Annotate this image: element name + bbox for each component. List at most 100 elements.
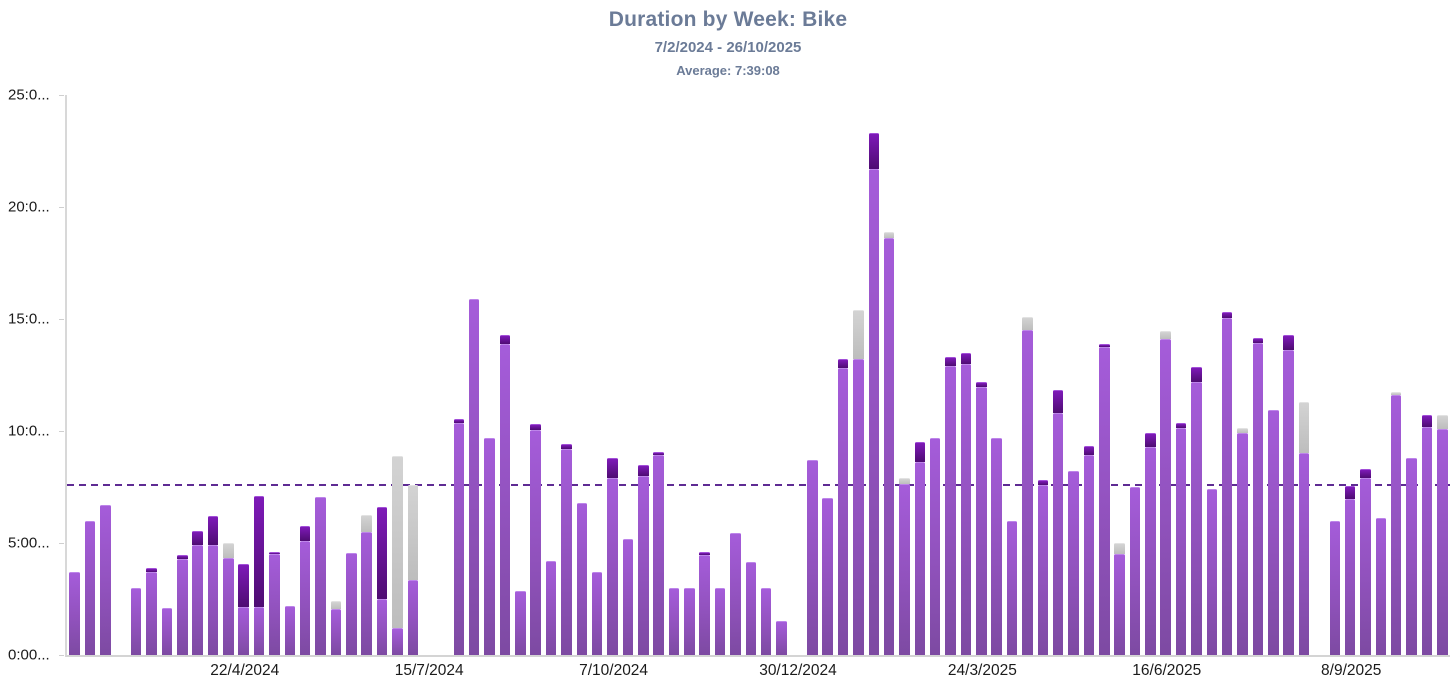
bar-week-6[interactable]: [161, 607, 173, 655]
bar-week-17[interactable]: [330, 601, 342, 655]
bar-week-16[interactable]: [315, 497, 326, 655]
bar-week-55[interactable]: [914, 442, 926, 655]
bar-week-84[interactable]: [1360, 469, 1371, 655]
bar-week-82[interactable]: [1329, 520, 1340, 655]
bar-segment-purple: [361, 531, 372, 655]
bar-week-15[interactable]: [299, 526, 311, 655]
bar-week-87[interactable]: [1406, 457, 1417, 655]
y-axis-tick: [59, 542, 64, 544]
bar-week-51[interactable]: [853, 310, 864, 655]
bar-week-33[interactable]: [576, 502, 588, 655]
bar-week-63[interactable]: [1037, 480, 1049, 655]
bar-week-56[interactable]: [929, 437, 941, 655]
bar-week-88[interactable]: [1421, 415, 1433, 655]
bar-week-70[interactable]: [1145, 433, 1156, 655]
bar-week-42[interactable]: [714, 587, 726, 655]
bar-week-4[interactable]: [130, 587, 142, 655]
bar-week-71[interactable]: [1160, 331, 1171, 655]
bar-week-60[interactable]: [991, 437, 1002, 655]
x-axis-label: 16/6/2025: [1132, 662, 1202, 679]
bar-week-21[interactable]: [392, 455, 403, 655]
bar-segment-purple: [638, 475, 649, 655]
bar-segment-gray: [883, 231, 895, 239]
bar-segment-purple: [1283, 350, 1294, 655]
bar-week-1[interactable]: [84, 520, 96, 655]
bar-segment-purple: [960, 363, 972, 655]
bar-week-89[interactable]: [1437, 415, 1448, 655]
bar-week-20[interactable]: [376, 507, 388, 655]
bar-week-40[interactable]: [684, 587, 695, 655]
bar-week-28[interactable]: [499, 334, 511, 655]
bar-week-75[interactable]: [1221, 312, 1233, 655]
bar-segment-dark-purple: [269, 551, 280, 555]
bar-week-39[interactable]: [668, 587, 680, 655]
bar-week-53[interactable]: [883, 231, 895, 655]
bar-week-9[interactable]: [207, 516, 219, 655]
bar-week-29[interactable]: [515, 591, 526, 655]
bar-week-52[interactable]: [868, 133, 879, 655]
bar-week-85[interactable]: [1375, 518, 1387, 655]
bar-segment-purple: [1298, 453, 1310, 655]
bar-week-57[interactable]: [945, 357, 956, 655]
bar-week-83[interactable]: [1344, 485, 1356, 655]
bar-week-5[interactable]: [146, 567, 157, 655]
bar-week-41[interactable]: [699, 551, 710, 655]
bar-week-65[interactable]: [1068, 471, 1079, 655]
bar-week-45[interactable]: [760, 587, 772, 655]
bar-week-76[interactable]: [1237, 427, 1248, 655]
bar-week-18[interactable]: [346, 553, 357, 655]
bar-week-2[interactable]: [100, 504, 111, 655]
bar-week-66[interactable]: [1083, 445, 1095, 655]
bar-week-74[interactable]: [1206, 489, 1218, 655]
bar-week-11[interactable]: [238, 564, 249, 655]
bar-week-27[interactable]: [484, 437, 495, 655]
bar-week-36[interactable]: [622, 538, 634, 655]
bar-week-69[interactable]: [1129, 487, 1141, 655]
bar-week-44[interactable]: [745, 562, 757, 655]
bar-week-30[interactable]: [530, 424, 541, 655]
bar-week-12[interactable]: [253, 495, 265, 655]
bar-week-38[interactable]: [653, 452, 664, 655]
bar-week-49[interactable]: [822, 498, 833, 655]
bar-week-86[interactable]: [1390, 391, 1402, 655]
bar-week-14[interactable]: [284, 605, 296, 655]
bar-segment-dark-purple: [868, 133, 879, 169]
bar-week-8[interactable]: [192, 530, 203, 655]
bar-week-77[interactable]: [1252, 338, 1264, 655]
bar-week-19[interactable]: [361, 515, 372, 655]
bar-week-0[interactable]: [69, 572, 80, 655]
bar-week-67[interactable]: [1099, 343, 1110, 655]
bar-week-72[interactable]: [1175, 423, 1187, 655]
bar-week-54[interactable]: [899, 478, 910, 655]
bar-week-80[interactable]: [1298, 401, 1310, 655]
bar-week-50[interactable]: [837, 359, 849, 655]
bar-week-59[interactable]: [976, 381, 987, 655]
bar-week-26[interactable]: [468, 298, 480, 655]
bar-week-48[interactable]: [807, 460, 818, 655]
bar-week-13[interactable]: [269, 551, 280, 655]
bar-week-25[interactable]: [453, 418, 465, 655]
bar-segment-gray: [223, 543, 234, 558]
bar-week-62[interactable]: [1022, 316, 1033, 655]
bar-week-64[interactable]: [1052, 389, 1064, 655]
bar-week-46[interactable]: [776, 621, 787, 655]
bar-segment-purple: [84, 520, 96, 655]
bar-segment-purple: [1037, 484, 1049, 655]
bar-week-43[interactable]: [730, 532, 741, 655]
y-axis-tick: [59, 206, 64, 208]
bar-week-7[interactable]: [177, 555, 188, 655]
bar-week-10[interactable]: [223, 543, 234, 655]
bar-week-35[interactable]: [607, 457, 618, 655]
bar-week-78[interactable]: [1268, 409, 1279, 655]
bar-week-68[interactable]: [1114, 543, 1125, 655]
bar-week-79[interactable]: [1283, 334, 1294, 655]
bar-week-32[interactable]: [561, 444, 572, 655]
bar-week-58[interactable]: [960, 352, 972, 655]
bar-week-34[interactable]: [591, 572, 603, 655]
bar-week-73[interactable]: [1191, 367, 1202, 655]
bar-week-61[interactable]: [1006, 520, 1018, 655]
bar-segment-gray: [853, 310, 864, 360]
bar-week-31[interactable]: [545, 560, 557, 655]
bar-week-22[interactable]: [407, 484, 418, 655]
bar-week-37[interactable]: [638, 464, 649, 655]
